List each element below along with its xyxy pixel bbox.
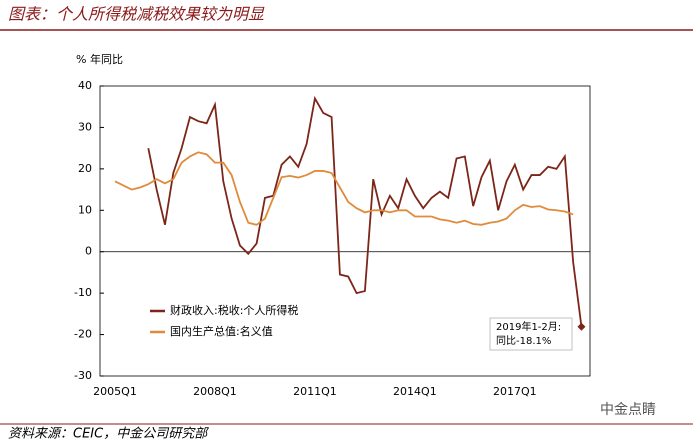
chart-title: 图表：个人所得税减税效果较为明显 bbox=[8, 5, 265, 24]
x-tick-label: 2005Q1 bbox=[93, 385, 137, 398]
end-marker bbox=[577, 322, 586, 331]
watermark: 中金点睛 bbox=[600, 402, 656, 418]
y-tick-label: -20 bbox=[74, 328, 92, 341]
plot-frame bbox=[99, 85, 591, 377]
y-tick-label: 20 bbox=[78, 162, 92, 175]
x-tick-label: 2008Q1 bbox=[193, 385, 237, 398]
legend-label: 国内生产总值:名义值 bbox=[170, 324, 273, 338]
y-tick-label: 0 bbox=[85, 245, 92, 258]
y-tick-label: 40 bbox=[78, 79, 92, 92]
source: 资料来源：CEIC，中金公司研究部 bbox=[8, 426, 209, 442]
legend-label: 财政收入:税收:个人所得税 bbox=[170, 303, 298, 317]
series-line bbox=[114, 151, 574, 226]
y-tick-label: 10 bbox=[78, 203, 92, 216]
annotation-box bbox=[489, 317, 573, 351]
annotation: 同比-18.1% bbox=[496, 335, 551, 347]
y-tick-label: -10 bbox=[74, 286, 92, 299]
series-line bbox=[147, 95, 583, 327]
x-tick-label: 2014Q1 bbox=[393, 385, 437, 398]
annotation: 2019年1-2月: bbox=[496, 320, 561, 333]
y-tick-label: -30 bbox=[74, 369, 92, 382]
y-tick-label: 30 bbox=[78, 120, 92, 133]
x-tick-label: 2017Q1 bbox=[493, 385, 537, 398]
y-axis-label: % 年同比 bbox=[76, 52, 123, 66]
x-tick-label: 2011Q1 bbox=[293, 385, 337, 398]
